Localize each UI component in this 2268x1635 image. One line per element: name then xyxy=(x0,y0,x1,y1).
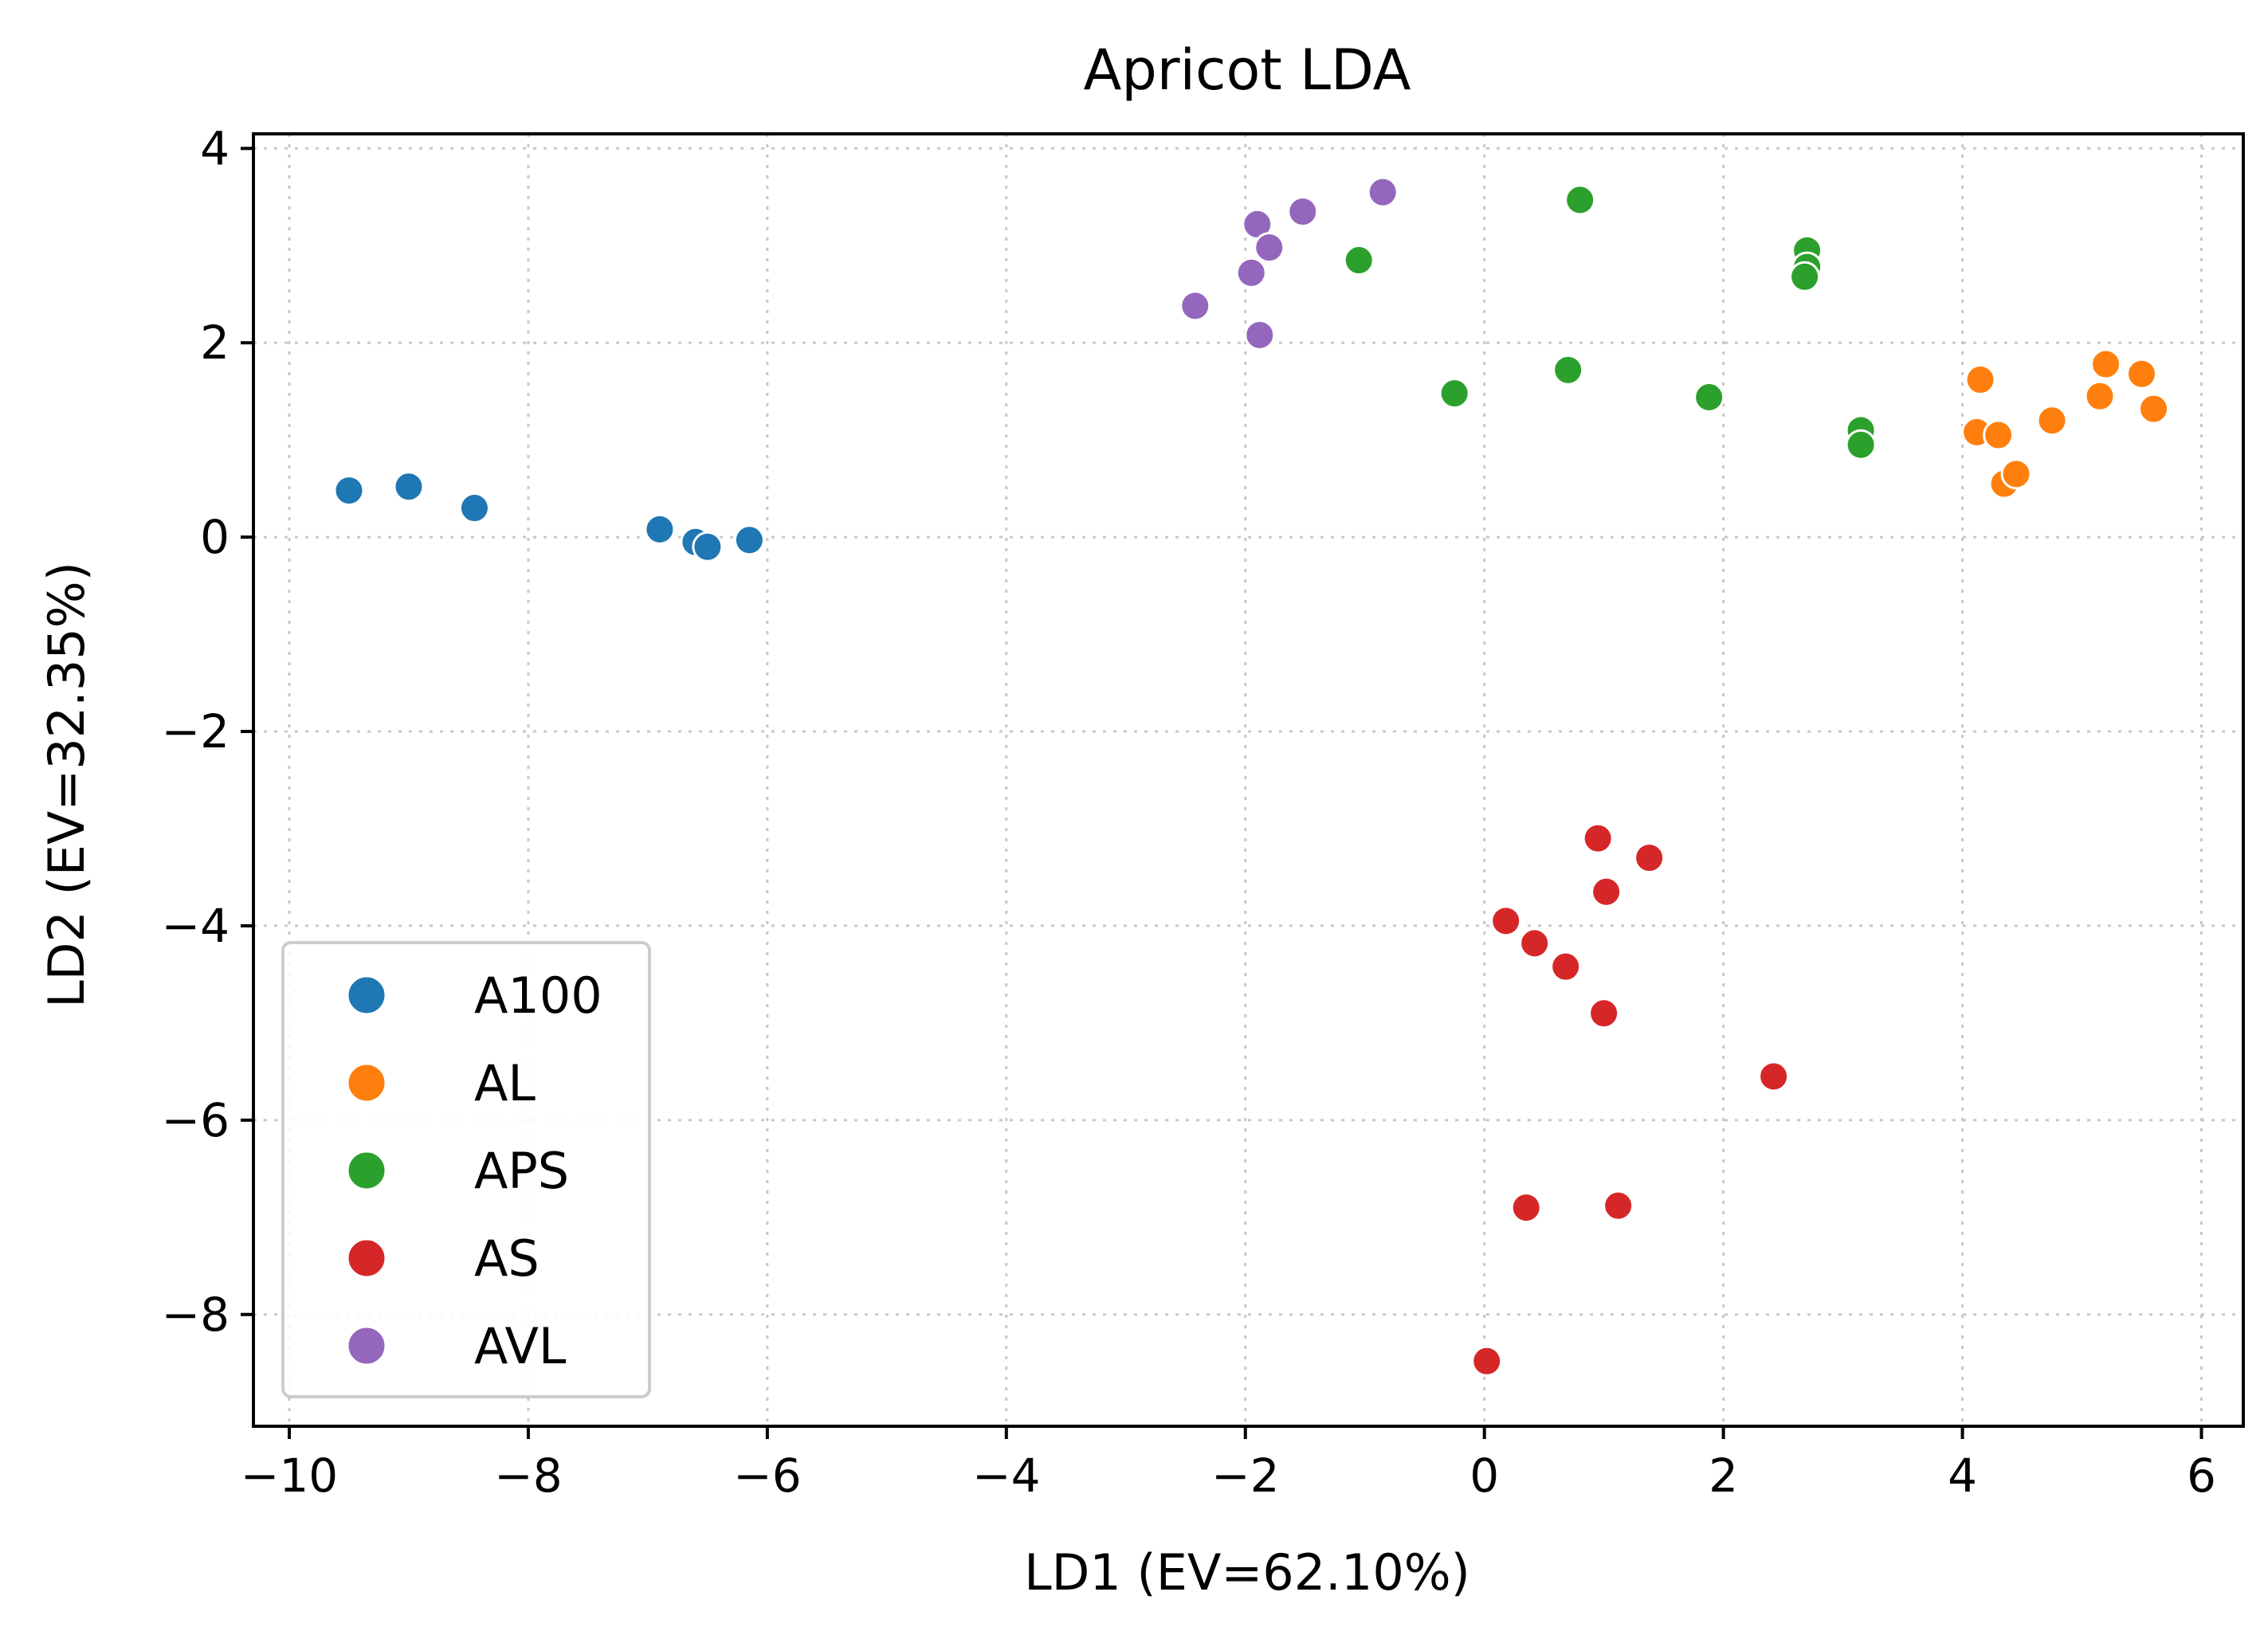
data-point xyxy=(1845,429,1877,461)
y-tick-label: −8 xyxy=(162,1288,230,1342)
series-a100 xyxy=(333,471,765,563)
data-point xyxy=(1550,951,1582,982)
data-point xyxy=(2126,358,2158,390)
data-point xyxy=(1343,245,1375,276)
x-tick-label: 4 xyxy=(1948,1449,1977,1503)
data-points xyxy=(333,176,2170,1377)
legend: A100 AL APS AS AVL xyxy=(281,941,651,1398)
data-point xyxy=(1591,876,1623,908)
data-point xyxy=(1438,378,1470,410)
data-point xyxy=(2138,393,2170,425)
x-tick-label: −6 xyxy=(733,1449,802,1503)
data-point xyxy=(1519,927,1551,959)
legend-box xyxy=(281,941,651,1398)
data-point xyxy=(1552,354,1584,386)
y-tick-label: 2 xyxy=(200,316,230,370)
data-point xyxy=(1287,196,1319,228)
x-axis-ticks: −10 −8 −6 −4 −2 0 2 4 6 xyxy=(241,1426,2216,1503)
data-point xyxy=(692,531,724,563)
data-point xyxy=(644,513,676,545)
data-point xyxy=(1693,381,1725,413)
x-tick-label: 2 xyxy=(1709,1449,1738,1503)
legend-marker xyxy=(346,1062,387,1104)
x-tick-label: −8 xyxy=(494,1449,563,1503)
data-point xyxy=(1582,822,1614,854)
data-point xyxy=(393,471,425,503)
legend-marker xyxy=(346,1150,387,1191)
data-point xyxy=(1254,232,1285,264)
y-tick-label: 0 xyxy=(200,510,230,564)
x-tick-label: −10 xyxy=(241,1449,338,1503)
legend-label: AL xyxy=(474,1054,536,1112)
x-tick-label: −2 xyxy=(1211,1449,1280,1503)
y-axis-label: LD2 (EV=32.35%) xyxy=(37,562,96,1008)
series-aps xyxy=(1343,184,1877,461)
data-point xyxy=(1367,176,1399,208)
data-point xyxy=(2084,380,2116,412)
legend-marker xyxy=(346,1325,387,1366)
plot-frame xyxy=(252,132,2245,1428)
y-tick-label: 4 xyxy=(200,121,230,175)
data-point xyxy=(1235,257,1267,288)
series-al xyxy=(1961,348,2170,500)
data-point xyxy=(1588,998,1620,1029)
data-point xyxy=(2000,458,2032,490)
data-point xyxy=(1634,842,1666,874)
y-tick-label: −6 xyxy=(162,1093,230,1147)
y-tick-label: −4 xyxy=(162,899,230,953)
legend-label: AS xyxy=(474,1229,540,1288)
series-avl xyxy=(1179,176,1399,351)
legend-label: AVL xyxy=(474,1317,567,1375)
legend-label: A100 xyxy=(474,966,602,1025)
y-tick-label: −2 xyxy=(162,704,230,759)
legend-marker xyxy=(346,974,387,1016)
legend-marker xyxy=(346,1237,387,1279)
x-axis-label: LD1 (EV=62.10%) xyxy=(1024,1543,1470,1602)
data-point xyxy=(1564,184,1596,216)
data-point xyxy=(1983,419,2015,451)
data-point xyxy=(2036,405,2068,437)
series-as xyxy=(1471,822,1790,1377)
data-point xyxy=(333,475,365,507)
data-point xyxy=(1510,1192,1542,1224)
data-point xyxy=(1490,905,1522,937)
data-point xyxy=(1603,1190,1634,1221)
data-point xyxy=(1471,1345,1503,1377)
x-tick-label: −4 xyxy=(972,1449,1041,1503)
x-tick-label: 0 xyxy=(1469,1449,1499,1503)
data-point xyxy=(1758,1061,1790,1092)
y-axis-ticks: −8 −6 −4 −2 0 2 4 xyxy=(162,121,253,1342)
chart-title: Apricot LDA xyxy=(1083,37,1411,103)
data-point xyxy=(1244,319,1276,351)
x-tick-label: 6 xyxy=(2187,1449,2216,1503)
data-point xyxy=(2090,348,2122,380)
data-point xyxy=(1964,364,1996,396)
data-point xyxy=(1789,261,1821,292)
data-point xyxy=(458,492,490,524)
data-point xyxy=(733,524,765,556)
data-point xyxy=(1179,290,1211,322)
legend-label: APS xyxy=(474,1142,569,1200)
